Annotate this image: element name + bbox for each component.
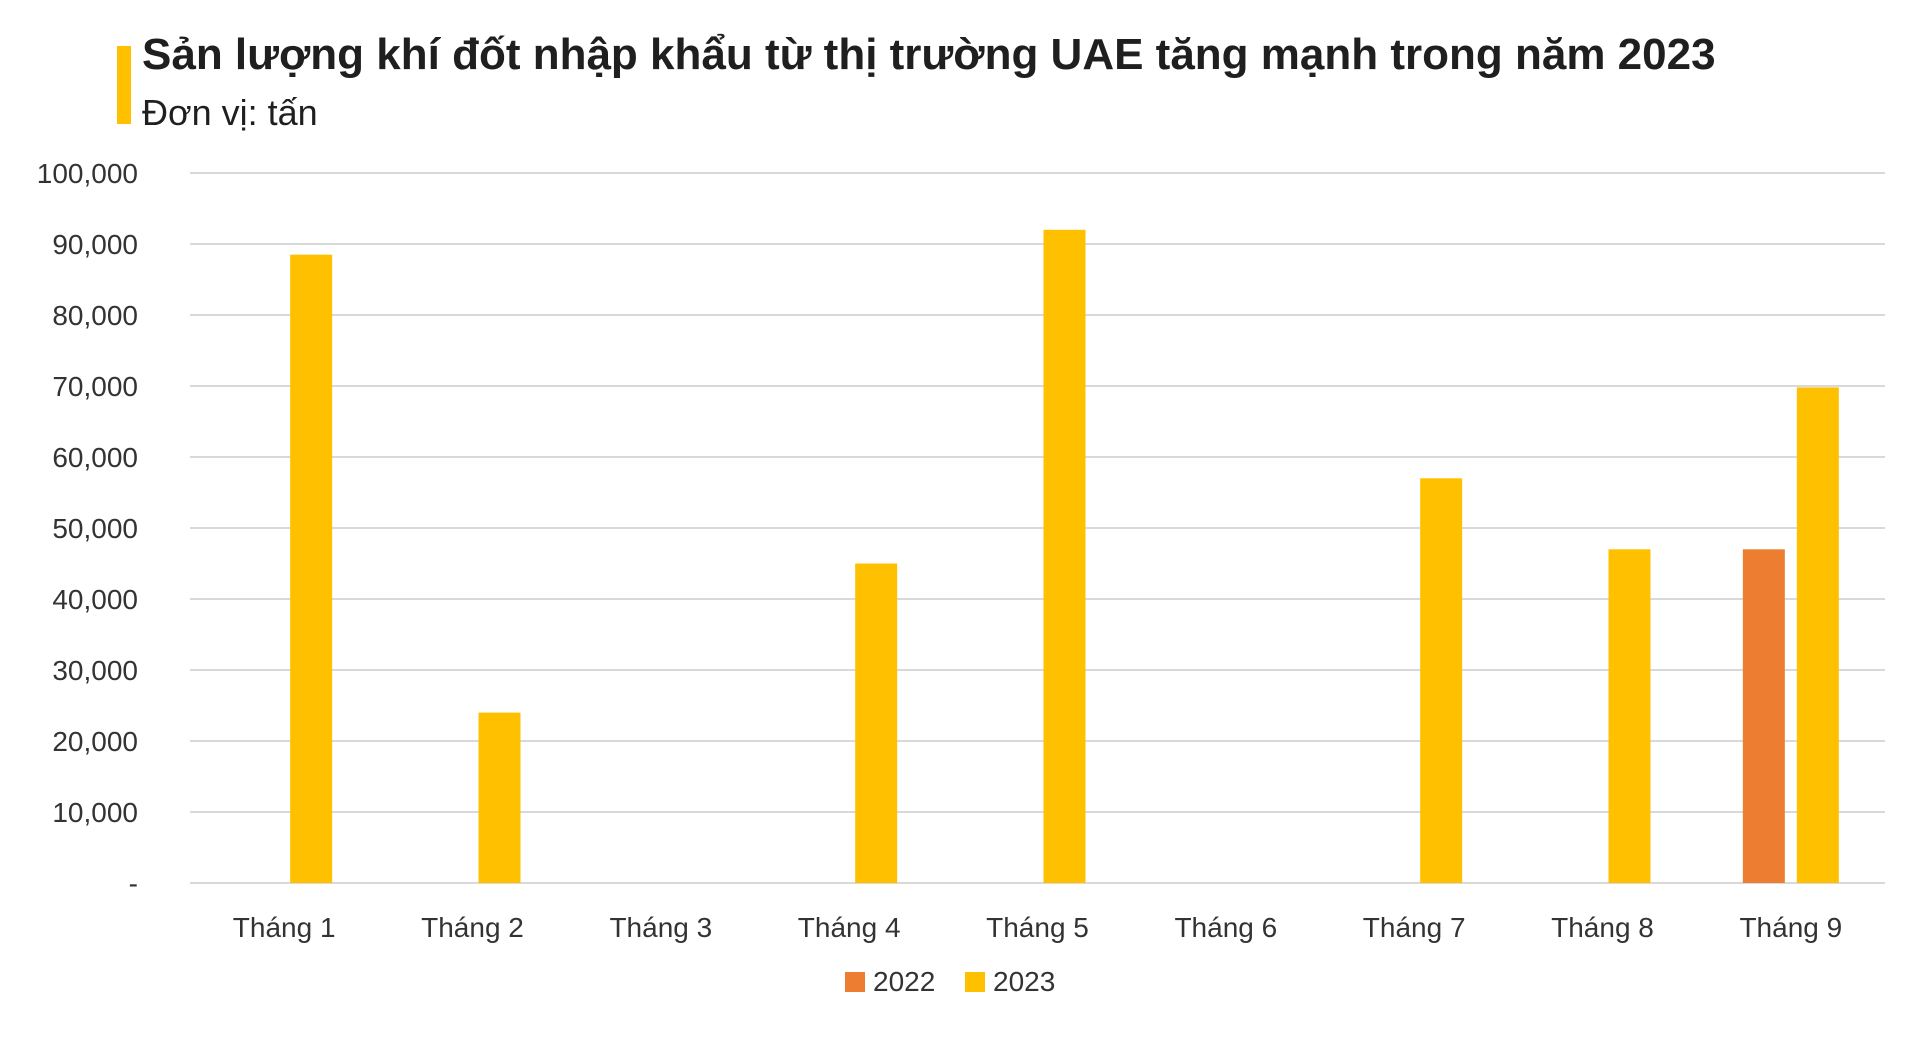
x-tick-label: Tháng 8 xyxy=(1551,912,1654,943)
y-tick-label: 70,000 xyxy=(52,371,138,402)
y-tick-label: 10,000 xyxy=(52,797,138,828)
y-tick-label: 100,000 xyxy=(37,158,138,189)
y-tick-label: 60,000 xyxy=(52,442,138,473)
legend-label-2022: 2022 xyxy=(873,966,935,997)
chart-title: Sản lượng khí đốt nhập khẩu từ thị trườn… xyxy=(142,30,1716,79)
chart-subtitle: Đơn vị: tấn xyxy=(142,92,318,133)
title-accent-bar xyxy=(117,46,131,124)
x-tick-label: Tháng 3 xyxy=(609,912,712,943)
bar-2023-5 xyxy=(1043,229,1086,884)
x-tick-label: Tháng 9 xyxy=(1739,912,1842,943)
x-tick-label: Tháng 1 xyxy=(233,912,336,943)
x-tick-label: Tháng 7 xyxy=(1363,912,1466,943)
bar-2023-2 xyxy=(478,712,521,883)
y-tick-label: 50,000 xyxy=(52,513,138,544)
bar-2023-4 xyxy=(855,563,898,883)
x-tick-label: Tháng 5 xyxy=(986,912,1089,943)
legend-swatch-2022 xyxy=(845,972,865,992)
bar-2023-7 xyxy=(1420,478,1463,883)
x-tick-label: Tháng 6 xyxy=(1174,912,1277,943)
x-tick-label: Tháng 2 xyxy=(421,912,524,943)
legend-label-2023: 2023 xyxy=(993,966,1055,997)
y-tick-label: - xyxy=(129,868,138,899)
bar-2023-8 xyxy=(1608,549,1651,883)
x-tick-label: Tháng 4 xyxy=(798,912,901,943)
y-tick-label: 40,000 xyxy=(52,584,138,615)
bar-2022-9 xyxy=(1742,549,1785,883)
legend-swatch-2023 xyxy=(965,972,985,992)
bar-2023-1 xyxy=(290,254,333,883)
y-tick-label: 20,000 xyxy=(52,726,138,757)
y-tick-label: 80,000 xyxy=(52,300,138,331)
bar-2023-9 xyxy=(1796,387,1839,883)
y-tick-label: 90,000 xyxy=(52,229,138,260)
y-tick-label: 30,000 xyxy=(52,655,138,686)
